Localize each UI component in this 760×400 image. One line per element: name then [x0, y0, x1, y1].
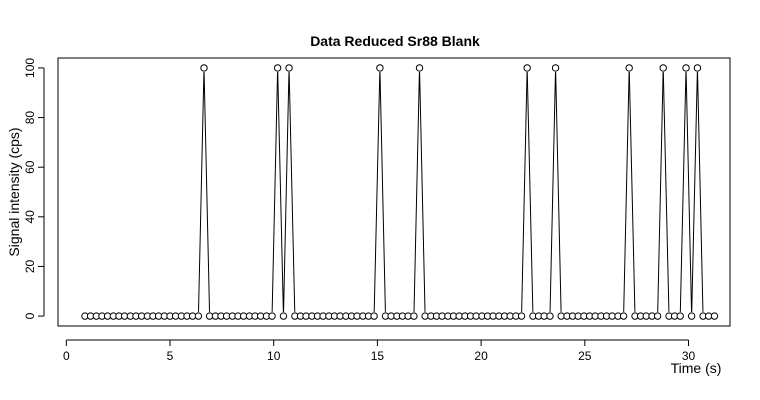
data-point: [682, 64, 690, 72]
x-tick-label: 15: [371, 349, 385, 363]
data-point: [625, 64, 633, 72]
series-line-segment: [521, 72, 528, 312]
series-line-segment: [623, 72, 630, 312]
data-point: [268, 312, 276, 320]
x-tick-label: 25: [578, 349, 592, 363]
chart-title: Data Reduced Sr88 Blank: [310, 33, 480, 49]
plot-area: 0 5 10 15 20 25 30 0 20 40 60 80 100: [23, 57, 731, 363]
data-point: [710, 312, 719, 320]
data-point: [194, 312, 203, 320]
x-tick-label: 10: [267, 349, 281, 363]
data-point: [370, 312, 378, 320]
data-point: [285, 64, 293, 72]
x-axis-label: Time (s): [671, 360, 722, 376]
series-line-segment: [555, 72, 562, 312]
data-point: [376, 64, 384, 72]
data-point: [687, 312, 696, 320]
series-line-segment: [549, 72, 556, 312]
data-point: [273, 64, 282, 72]
y-tick-label: 100: [23, 58, 37, 78]
y-tick-label: 80: [23, 111, 37, 125]
series-line-segment: [277, 72, 284, 312]
series-line-segment: [628, 72, 636, 312]
y-axis-label: Signal intensity (cps): [6, 127, 22, 256]
data-point: [200, 64, 208, 72]
series-line-segment: [419, 72, 426, 312]
series-line-segment: [697, 72, 704, 312]
y-tick-label: 0: [23, 312, 37, 319]
data-point: [653, 312, 662, 320]
x-tick-label: 30: [682, 349, 696, 363]
series-line-segment: [379, 72, 386, 312]
x-tick-label: 5: [167, 349, 174, 363]
y-tick-label: 40: [23, 210, 37, 224]
data-point: [676, 312, 684, 320]
y-tick-label: 20: [23, 259, 37, 273]
series-line-segment: [526, 72, 534, 312]
series-line-segment: [203, 72, 211, 312]
y-tick-label: 60: [23, 160, 37, 174]
series-line-segment: [413, 72, 420, 312]
data-point: [546, 312, 554, 320]
series-line-segment: [283, 72, 290, 312]
series-line-segment: [288, 72, 296, 312]
data-point: [551, 64, 560, 72]
data-point: [693, 64, 702, 72]
x-tick-label: 0: [63, 349, 70, 363]
data-point: [619, 312, 628, 320]
series-line-segment: [662, 72, 670, 312]
x-tick-label: 20: [474, 349, 488, 363]
series-line-segment: [373, 72, 381, 312]
series-line-segment: [685, 72, 693, 312]
data-point: [517, 312, 526, 320]
series-line-segment: [198, 72, 205, 312]
data-point: [279, 312, 288, 320]
data-point: [659, 64, 667, 72]
series-line-segment: [679, 72, 687, 312]
series-line-segment: [271, 72, 279, 312]
data-point: [415, 64, 424, 72]
series-line-segment: [691, 72, 698, 312]
data-point: [523, 64, 531, 72]
plot-frame: [57, 57, 731, 327]
data-point: [410, 312, 418, 320]
series-line-segment: [657, 72, 664, 312]
